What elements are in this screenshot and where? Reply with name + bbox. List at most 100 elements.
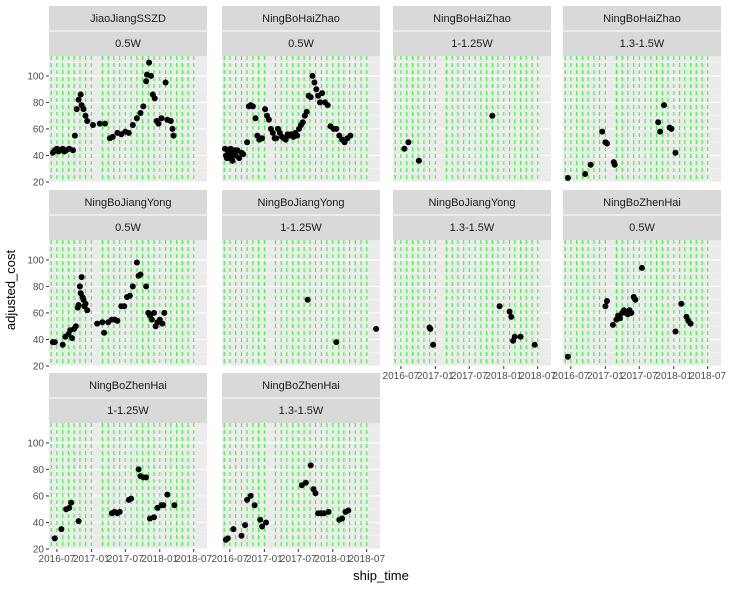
data-point	[496, 303, 503, 310]
data-point	[244, 496, 251, 503]
data-point	[313, 86, 320, 93]
data-point	[129, 283, 136, 290]
facet-panel: NingBoHaiZhao 1-1.25W	[393, 6, 551, 183]
data-point	[672, 328, 679, 335]
y-tick-label: 60	[33, 124, 45, 135]
data-point	[151, 95, 158, 102]
data-point	[415, 157, 422, 164]
data-point	[303, 108, 310, 115]
y-tick-label: 100	[27, 255, 44, 266]
data-point	[75, 96, 82, 103]
data-point	[312, 490, 319, 497]
facet-label-row1: NingBoJiangYong	[257, 197, 344, 209]
data-point	[101, 329, 108, 336]
data-point	[259, 135, 266, 142]
x-tick-label: 2016-07	[39, 554, 76, 565]
data-point	[133, 259, 140, 266]
facet-label-row1: NingBoZhenHai	[262, 380, 340, 392]
data-point	[69, 335, 76, 342]
facet-label-row1: NingBoHaiZhao	[433, 13, 511, 25]
x-axis-title: ship_time	[353, 568, 409, 583]
y-tick-label: 80	[33, 465, 45, 476]
x-tick-label: 2017-07	[280, 554, 317, 565]
panel-background	[393, 240, 551, 366]
data-point	[678, 300, 685, 307]
y-tick-label: 40	[33, 518, 45, 529]
panel-background	[563, 56, 721, 182]
data-point	[80, 106, 87, 113]
data-point	[321, 510, 327, 517]
panel-background	[49, 56, 207, 182]
data-point	[96, 120, 103, 127]
panel-background	[222, 240, 380, 366]
data-point	[602, 303, 609, 310]
x-tick-label: 2017-01	[417, 371, 454, 382]
data-point	[159, 320, 166, 327]
y-tick-label: 20	[33, 178, 45, 189]
data-point	[164, 491, 171, 498]
facet-label-row2: 0.5W	[288, 38, 314, 50]
data-point	[51, 339, 58, 346]
y-tick-label: 60	[33, 491, 45, 502]
data-point	[564, 175, 571, 181]
x-tick-label: 2018-07	[175, 554, 212, 565]
data-point	[116, 508, 123, 515]
data-point	[224, 535, 231, 542]
data-point	[72, 323, 79, 330]
facet-label-row1: NingBoZhenHai	[603, 197, 681, 209]
data-point	[252, 115, 259, 122]
facet-label-row2: 1.3-1.5W	[450, 222, 495, 234]
data-point	[517, 333, 524, 340]
data-point	[617, 315, 623, 322]
data-point	[282, 136, 289, 143]
facet-panel: NingBoHaiZhao 1.3-1.5W	[563, 6, 721, 183]
y-tick-label: 60	[33, 308, 45, 319]
facet-panel: NingBoJiangYong1.3-1.5W2016-072017-01201…	[383, 190, 556, 382]
data-point	[162, 79, 169, 86]
data-point	[126, 292, 133, 299]
data-point	[632, 296, 639, 303]
data-point	[294, 132, 301, 139]
facet-label-row1: NingBoZhenHai	[89, 380, 167, 392]
data-point	[638, 264, 645, 271]
facet-label-row2: 1.3-1.5W	[620, 38, 665, 50]
facet-panel: NingBoZhenHai0.5W2016-072017-012017-0720…	[553, 190, 726, 382]
data-point	[661, 102, 667, 109]
data-point	[125, 129, 132, 136]
facet-panels: JiaoJiangSSZD 0.5W 20 40 60 80 100 NingBoHaiZha…	[27, 6, 726, 565]
data-point	[333, 125, 340, 132]
data-point	[604, 298, 610, 304]
data-point	[129, 122, 136, 128]
data-point	[59, 341, 66, 348]
x-tick-label: 2017-01	[246, 554, 283, 565]
facet-label-row2: 1-1.25W	[107, 405, 149, 417]
data-point	[68, 499, 75, 506]
y-tick-label: 100	[27, 71, 44, 82]
data-point	[655, 119, 662, 126]
data-point	[324, 102, 331, 109]
data-point	[325, 508, 332, 515]
data-point	[257, 516, 264, 523]
facet-label-row2: 0.5W	[629, 222, 655, 234]
x-tick-label: 2018-07	[689, 371, 726, 382]
data-point	[143, 78, 150, 85]
facet-label-row2: 1-1.25W	[280, 222, 322, 234]
data-point	[78, 274, 85, 281]
data-point	[58, 526, 65, 533]
data-point	[309, 72, 316, 79]
data-point	[77, 91, 84, 98]
data-point	[76, 283, 83, 290]
facet-label-row2: 0.5W	[115, 38, 141, 50]
data-point	[71, 132, 78, 139]
x-tick-label: 2016-07	[383, 371, 420, 382]
data-point	[587, 161, 594, 168]
y-tick-label: 40	[33, 335, 45, 346]
data-point	[242, 522, 249, 529]
facet-label-row2: 0.5W	[115, 222, 141, 234]
x-tick-label: 2018-01	[485, 371, 522, 382]
panel-background	[563, 240, 721, 366]
panel-background	[49, 240, 207, 366]
data-point	[307, 94, 314, 101]
data-point	[307, 462, 314, 469]
data-point	[265, 116, 272, 123]
